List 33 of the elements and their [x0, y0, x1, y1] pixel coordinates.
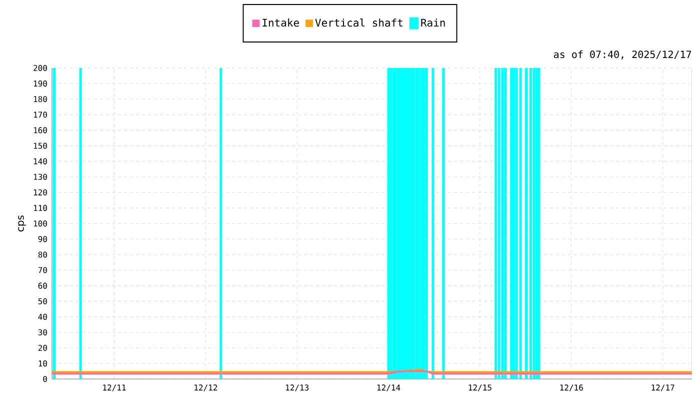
text: as of 07:40, 2025/12/17 [554, 50, 692, 60]
legend-label: Vertical shaft [315, 18, 402, 27]
y-tick-label: 30 [38, 329, 47, 336]
y-tick-label: 120 [34, 189, 47, 196]
y-tick-label: 80 [38, 252, 47, 258]
legend-label: Intake [262, 18, 299, 27]
x-tick-label: 12/11 [103, 384, 126, 392]
y-tick-label: 130 [34, 174, 47, 180]
y-tick-label: 150 [34, 142, 47, 149]
x-tick-label: 12/14 [377, 384, 400, 392]
y-tick-label: 40 [38, 314, 47, 320]
y-tick-label: 160 [34, 127, 47, 134]
x-tick-label: 12/12 [194, 384, 218, 392]
x-tick-label: 12/15 [468, 384, 492, 392]
x-tick-label: 12/17 [652, 384, 674, 392]
y-tick-label: 190 [34, 80, 47, 87]
x-tick-label: 12/13 [286, 384, 309, 392]
y-tick-label: 100 [34, 220, 47, 227]
y-tick-label: 140 [34, 158, 47, 164]
y-tick-label: 70 [38, 267, 47, 274]
y-tick-label: 60 [38, 282, 47, 289]
y-tick-label: 200 [34, 64, 47, 72]
y-tick-label: 10 [38, 360, 47, 366]
y-tick-label: 110 [34, 204, 47, 211]
x-tick-label: 12/16 [560, 384, 583, 392]
legend-label: Rain [421, 18, 445, 27]
y-tick-label: 0 [43, 376, 47, 382]
y-tick-label: 170 [34, 112, 47, 118]
y-tick-label: 180 [34, 96, 47, 102]
y-tick-label: 20 [38, 344, 47, 351]
y-tick-label: 90 [38, 236, 47, 242]
y-tick-label: 50 [38, 298, 47, 304]
y-axis-title: cps [18, 215, 26, 232]
